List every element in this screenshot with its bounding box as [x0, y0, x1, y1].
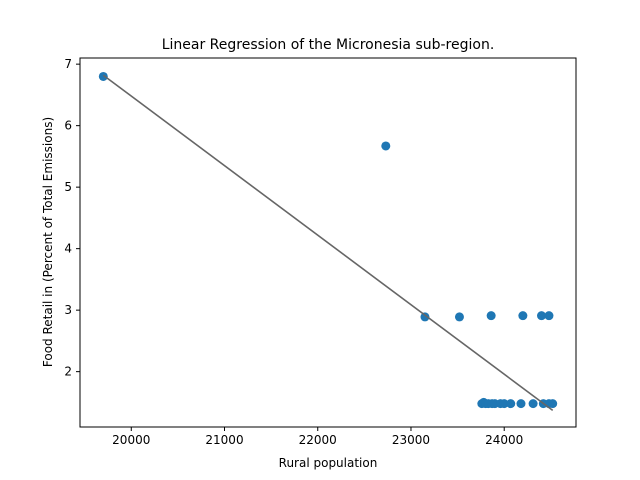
- data-point: [518, 311, 528, 321]
- y-tick-label: 3: [64, 303, 72, 317]
- y-tick-label: 2: [64, 365, 72, 379]
- x-tick-label: 22000: [299, 433, 337, 447]
- data-point: [506, 399, 516, 409]
- data-point: [528, 399, 538, 409]
- y-axis: 2 3 4 5 6 7: [64, 57, 80, 379]
- axes-frame: [79, 57, 577, 428]
- plot-area: [98, 71, 558, 412]
- y-tick-label: 7: [64, 57, 72, 71]
- y-axis-label: Food Retail in (Percent of Total Emissio…: [41, 117, 55, 367]
- x-tick-label: 23000: [392, 433, 430, 447]
- y-tick-label: 4: [64, 242, 72, 256]
- x-tick-label: 24000: [485, 433, 523, 447]
- data-point: [516, 399, 526, 409]
- data-point: [544, 311, 554, 321]
- y-tick-label: 5: [64, 180, 72, 194]
- data-point: [98, 71, 108, 81]
- data-point: [381, 141, 391, 151]
- data-point: [548, 399, 558, 409]
- x-tick-label: 21000: [205, 433, 243, 447]
- data-point: [537, 311, 547, 321]
- data-point: [454, 312, 464, 322]
- regression-line: [102, 74, 554, 412]
- x-axis: 20000 21000 22000 23000 24000: [112, 427, 523, 447]
- chart-title: Linear Regression of the Micronesia sub-…: [162, 37, 495, 53]
- x-axis-label: Rural population: [279, 456, 378, 470]
- data-point: [499, 399, 509, 409]
- data-point: [486, 311, 496, 321]
- x-tick-label: 20000: [112, 433, 150, 447]
- y-tick-label: 6: [64, 119, 72, 133]
- data-point: [420, 312, 430, 322]
